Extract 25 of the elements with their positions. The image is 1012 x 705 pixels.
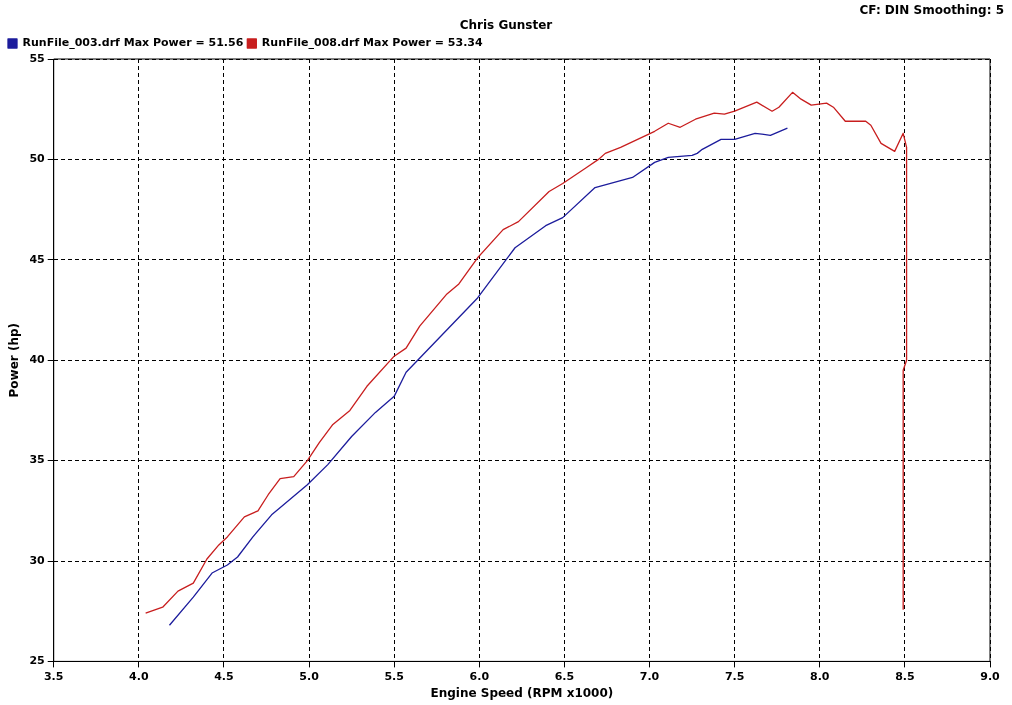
y-tick-label: 40 (29, 353, 46, 367)
y-tick-label: 25 (29, 654, 45, 668)
y-tick-label: 30 (29, 553, 46, 567)
y-axis-title: Power (hp) (7, 322, 22, 398)
x-tick-label: 5.5 (384, 669, 404, 683)
legend-label: RunFile_003.drf Max Power = 51.56 (22, 36, 244, 50)
x-tick-label: 7.5 (724, 669, 745, 683)
x-tick-label: 8.5 (895, 669, 915, 683)
x-axis-title: Engine Speed (RPM x1000) (430, 685, 614, 700)
legend-label: RunFile_008.drf Max Power = 53.34 (261, 36, 484, 50)
x-tick-label: 9.0 (980, 669, 1001, 683)
x-tick-label: 3.5 (43, 669, 64, 683)
x-tick-label: 4.0 (129, 669, 149, 683)
x-tick-label: 8.0 (810, 669, 830, 683)
x-tick-label: 7.0 (639, 669, 660, 683)
y-tick-label: 55 (29, 51, 45, 65)
y-tick-label: 50 (29, 152, 46, 166)
x-tick-label: 6.5 (554, 669, 575, 683)
x-tick-label: 6.0 (469, 669, 490, 683)
text: CF: DIN Smoothing: 5 (859, 3, 1004, 17)
x-tick-label: 4.5 (214, 669, 234, 683)
x-tick-label: 5.0 (299, 669, 320, 683)
chart-title: Chris Gunster (458, 18, 554, 32)
y-tick-label: 45 (29, 252, 45, 266)
y-tick-label: 35 (29, 453, 45, 467)
